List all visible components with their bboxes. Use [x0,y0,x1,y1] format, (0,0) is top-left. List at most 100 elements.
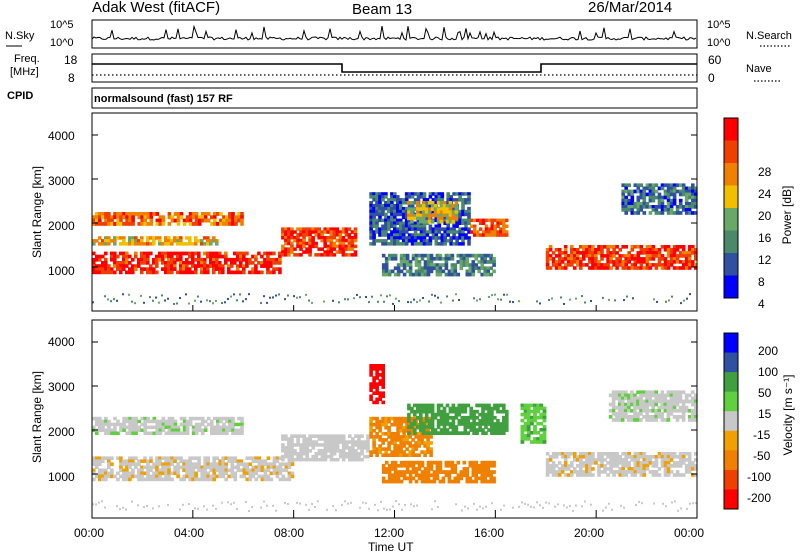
velocity-speckle [221,501,223,504]
power-cell [691,260,695,264]
velocity-cell [98,459,102,463]
power-cell [651,192,656,197]
velocity-speckle [362,501,364,504]
power-cell [407,210,411,215]
velocity-cell [484,419,488,423]
velocity-cell [413,422,417,426]
power-cell [396,209,400,214]
velocity-cell [387,425,391,430]
velocity-cell [533,403,537,408]
velocity-cell [104,416,108,421]
velocity-cell [523,406,528,411]
velocity-cell [179,459,183,463]
power-cell [684,251,689,255]
power-cell [344,233,349,237]
velocity-cell [179,422,184,427]
power-cell [579,260,583,264]
power-cell [92,215,96,220]
power-cell [461,203,465,208]
velocity-cell [536,406,541,411]
power-cell [477,260,481,264]
velocity-cell [481,419,485,423]
power-cell [681,245,686,249]
velocity-cell [563,461,568,465]
power-cell [477,266,481,271]
power-cell [396,218,400,223]
velocity-cell [530,415,534,420]
velocity-cell [378,373,382,377]
power-cell [140,257,144,262]
power-cell [387,224,391,228]
velocity-cell [173,465,177,470]
power-cell [669,254,674,258]
velocity-speckle [638,500,640,503]
velocity-cell [399,444,403,448]
velocity-cell [554,452,559,456]
power-cell [158,221,163,226]
velocity-speckle [416,504,418,507]
velocity-cell [390,463,395,468]
power-cell [694,211,698,215]
power-cell [396,201,400,205]
velocity-cell [92,462,96,466]
power-cell [372,239,376,243]
velocity-cell [281,462,286,466]
power-cell [648,266,653,270]
power-cell [489,260,493,264]
power-cell [225,221,229,226]
power-cell [272,270,276,275]
velocity-cell [609,470,613,474]
velocity-cell [225,428,229,432]
velocity-cell [161,462,165,466]
velocity-cell [451,403,456,408]
power-cell [369,215,373,220]
power-cell [407,233,412,237]
velocity-cell [182,419,187,424]
power-speckle [212,302,214,305]
velocity-cell [170,422,175,427]
velocity-cell [551,470,556,474]
velocity-speckle [131,500,133,503]
power-cell [603,254,607,258]
power-cell [278,270,282,275]
power-cell [645,257,650,261]
power-cell [440,236,445,240]
velocity-cell [269,471,274,476]
power-cell [203,257,207,262]
power-cell [428,195,433,199]
power-cell [170,261,174,265]
power-cell [464,224,468,228]
power-cell [440,227,445,231]
power-cell [459,266,464,271]
power-cell [401,242,406,246]
power-cell [423,260,428,264]
velocity-cell [672,402,677,407]
velocity-cell [645,415,649,419]
velocity-cell [666,415,671,419]
power-cell [245,261,249,265]
velocity-cell [426,435,430,439]
velocity-cell [176,428,181,432]
velocity-cell [651,402,655,407]
power-cell [439,213,444,218]
power-cell [687,263,692,267]
velocity-cell [219,419,223,424]
velocity-speckle [296,501,298,504]
velocity-cell [407,412,411,417]
velocity-cell [248,468,253,473]
velocity-speckle [539,504,541,507]
power-cell [618,263,622,267]
velocity-cell [614,396,619,401]
velocity-cell [393,473,398,478]
power-cell [464,233,468,237]
power-cell [390,212,394,217]
velocity-speckle [314,506,316,509]
power-cell [436,216,441,221]
velocity-cell [170,459,174,463]
velocity-cell [454,412,459,417]
velocity-cell [360,443,364,447]
velocity-cell [621,470,625,474]
velocity-cell [104,456,108,460]
velocity-cell [612,473,616,477]
velocity-cell [122,474,126,479]
